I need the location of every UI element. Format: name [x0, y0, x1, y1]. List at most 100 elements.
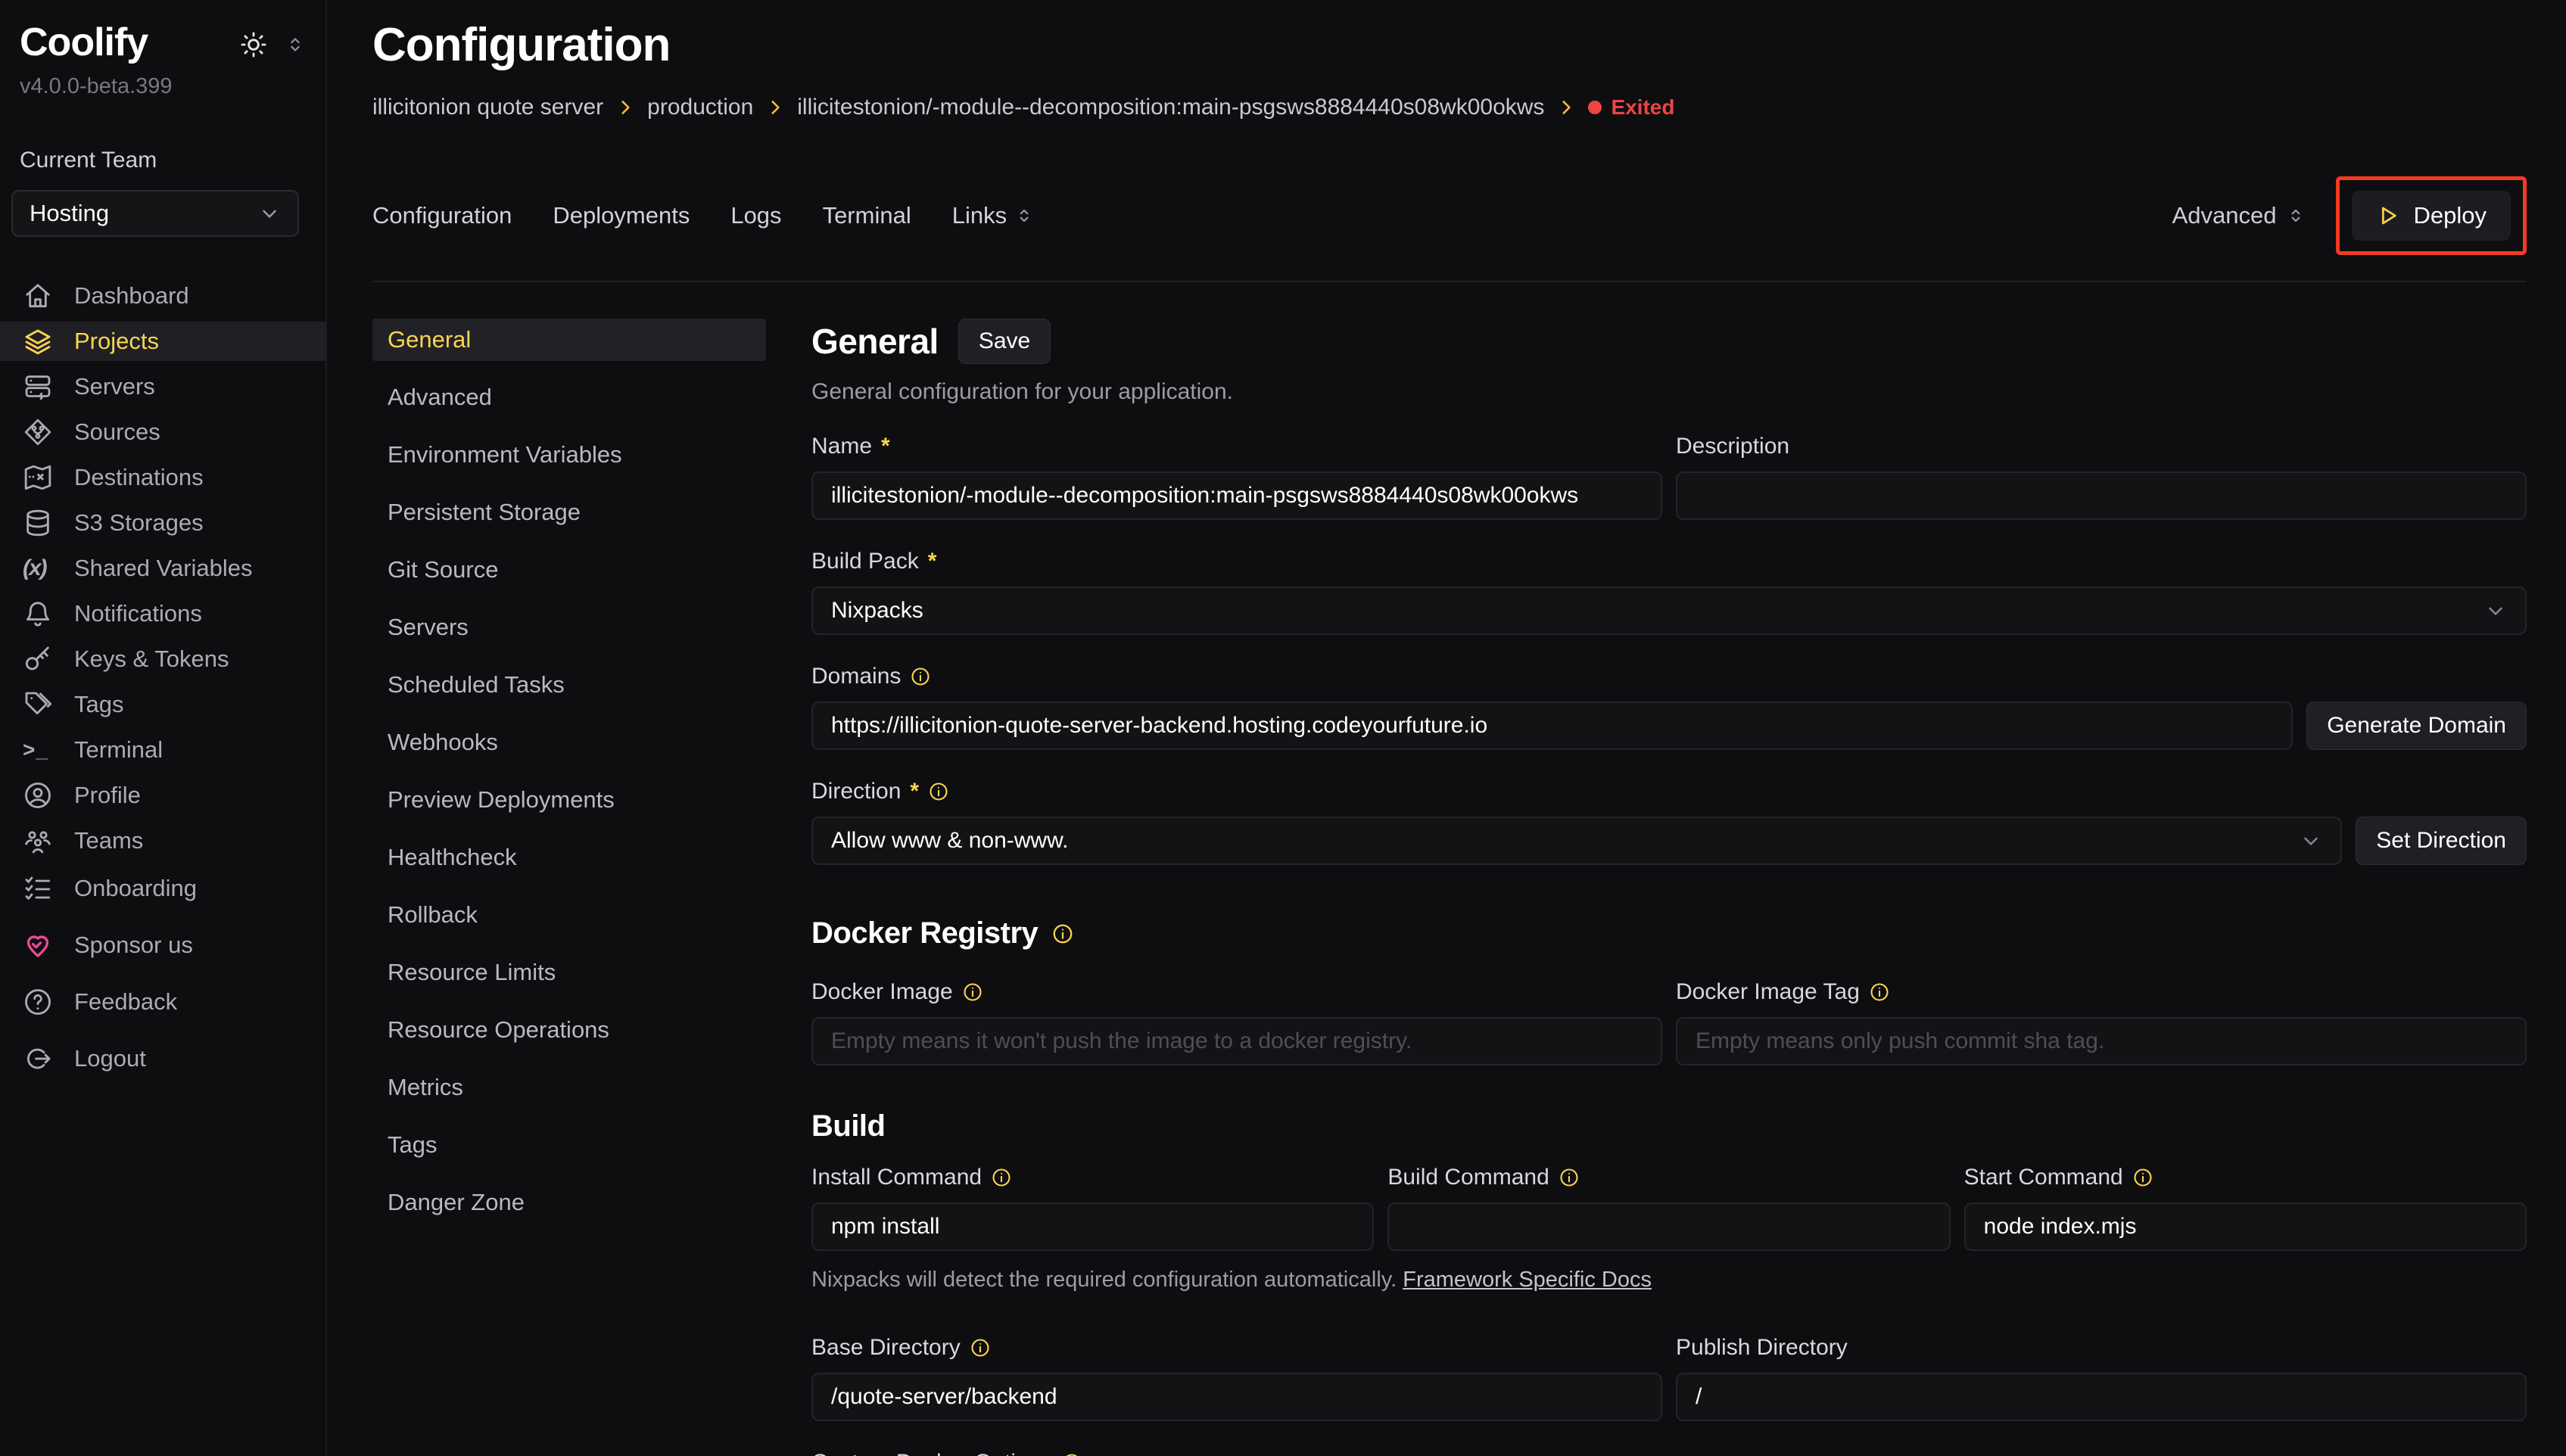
set-direction-button[interactable]: Set Direction — [2356, 817, 2527, 865]
tab-links[interactable]: Links — [952, 202, 1034, 229]
required-asterisk: * — [927, 549, 937, 574]
layers-icon — [23, 326, 53, 356]
generate-domain-button[interactable]: Generate Domain — [2306, 702, 2527, 750]
info-icon[interactable] — [2132, 1167, 2153, 1188]
sidebar-item-projects[interactable]: Projects — [0, 322, 325, 361]
current-team-label: Current Team — [20, 148, 157, 173]
theme-toggle-sun-icon[interactable] — [239, 30, 268, 59]
sidebar-item-tags[interactable]: Tags — [0, 685, 325, 724]
build-pack-value: Nixpacks — [831, 598, 923, 623]
subnav-item-scheduled-tasks[interactable]: Scheduled Tasks — [388, 671, 565, 698]
start-command-input[interactable] — [1963, 1202, 2527, 1251]
info-icon[interactable] — [962, 982, 983, 1003]
subnav-item-danger-zone[interactable]: Danger Zone — [388, 1189, 525, 1215]
heart-icon — [23, 930, 53, 960]
subnav-item-servers[interactable]: Servers — [388, 614, 469, 640]
app-version: v4.0.0-beta.399 — [20, 74, 173, 98]
subnav-item-advanced[interactable]: Advanced — [388, 384, 492, 410]
tab-configuration[interactable]: Configuration — [372, 202, 512, 229]
tab-logs[interactable]: Logs — [730, 202, 782, 229]
advanced-dropdown[interactable]: Advanced — [2172, 202, 2306, 229]
bell-icon — [23, 599, 53, 629]
base-directory-input[interactable] — [811, 1373, 1662, 1421]
general-form: General Save General configuration for y… — [811, 319, 2527, 1456]
nixpacks-note-text: Nixpacks will detect the required config… — [811, 1268, 1397, 1292]
info-icon[interactable] — [1869, 982, 1890, 1003]
sidebar-item-label: Tags — [74, 691, 124, 717]
info-icon[interactable] — [1051, 922, 1074, 945]
subnav-item-resource-limits[interactable]: Resource Limits — [388, 959, 556, 985]
subnav-item-webhooks[interactable]: Webhooks — [388, 729, 498, 755]
sidebar-item-label: Sources — [74, 418, 160, 445]
page-title: Configuration — [372, 19, 671, 71]
name-input[interactable] — [811, 471, 1662, 520]
sidebar-item-label: Servers — [74, 373, 155, 400]
checklist-icon — [23, 873, 53, 904]
sidebar-item-notifications[interactable]: Notifications — [0, 594, 325, 633]
publish-directory-input[interactable] — [1676, 1373, 2527, 1421]
sidebar-item-sponsor-us[interactable]: Sponsor us — [0, 923, 325, 967]
sidebar-item-destinations[interactable]: Destinations — [0, 458, 325, 497]
info-icon[interactable] — [910, 666, 931, 687]
info-icon[interactable] — [1061, 1452, 1082, 1456]
deploy-button[interactable]: Deploy — [2351, 191, 2511, 241]
sidebar-item-label: Keys & Tokens — [74, 646, 229, 672]
info-icon[interactable] — [928, 781, 949, 802]
theme-unfold-icon[interactable] — [285, 34, 306, 55]
description-input[interactable] — [1676, 471, 2527, 520]
required-asterisk: * — [910, 779, 920, 804]
chevron-right-icon — [765, 98, 785, 117]
sidebar-item-label: Profile — [74, 782, 141, 808]
sidebar-item-servers[interactable]: Servers — [0, 367, 325, 406]
sidebar-item-shared-variables[interactable]: (x) Shared Variables — [0, 549, 325, 588]
build-pack-select[interactable]: Nixpacks — [811, 586, 2527, 635]
chevron-down-icon — [2484, 599, 2507, 622]
sidebar-item-sources[interactable]: Sources — [0, 412, 325, 452]
tab-terminal[interactable]: Terminal — [822, 202, 911, 229]
deploy-button-label: Deploy — [2413, 202, 2487, 229]
docker-image-tag-input[interactable] — [1676, 1017, 2527, 1066]
build-command-input[interactable] — [1387, 1202, 1951, 1251]
subnav-item-metrics[interactable]: Metrics — [388, 1074, 463, 1100]
subnav-item-persistent-storage[interactable]: Persistent Storage — [388, 499, 581, 525]
tab-deployments[interactable]: Deployments — [553, 202, 690, 229]
subnav-item-rollback[interactable]: Rollback — [388, 901, 478, 928]
sidebar-item-onboarding[interactable]: Onboarding — [0, 866, 325, 910]
sidebar-item-s3-storages[interactable]: S3 Storages — [0, 503, 325, 543]
user-icon — [23, 780, 53, 810]
direction-select[interactable]: Allow www & non-www. — [811, 817, 2343, 865]
save-button[interactable]: Save — [958, 319, 1051, 364]
info-icon[interactable] — [991, 1167, 1012, 1188]
sidebar-item-feedback[interactable]: Feedback — [0, 980, 325, 1024]
sidebar-item-keys-tokens[interactable]: Keys & Tokens — [0, 639, 325, 679]
info-icon[interactable] — [970, 1337, 991, 1358]
subnav-item-environment-variables[interactable]: Environment Variables — [388, 441, 622, 468]
info-icon[interactable] — [1559, 1167, 1580, 1188]
sidebar-item-dashboard[interactable]: Dashboard — [0, 276, 325, 316]
domains-input[interactable] — [811, 702, 2294, 750]
subnav-item-resource-operations[interactable]: Resource Operations — [388, 1016, 609, 1043]
subnav-item-git-source[interactable]: Git Source — [388, 556, 499, 583]
sidebar-item-label: S3 Storages — [74, 509, 204, 536]
sidebar-item-profile[interactable]: Profile — [0, 776, 325, 815]
tabs: Configuration Deployments Logs Terminal … — [372, 202, 1034, 229]
sidebar-item-logout[interactable]: Logout — [0, 1037, 325, 1081]
docker-image-input[interactable] — [811, 1017, 1662, 1066]
sidebar-item-teams[interactable]: Teams — [0, 821, 325, 860]
subnav-item-preview-deployments[interactable]: Preview Deployments — [388, 786, 615, 813]
advanced-label: Advanced — [2172, 202, 2277, 229]
breadcrumb-project[interactable]: illicitonion quote server — [372, 95, 604, 120]
framework-docs-link[interactable]: Framework Specific Docs — [1403, 1268, 1652, 1292]
breadcrumb-environment[interactable]: production — [647, 95, 754, 120]
docker-image-tag-label: Docker Image Tag — [1676, 979, 1860, 1004]
subnav-item-healthcheck[interactable]: Healthcheck — [388, 844, 517, 870]
subnav-item-general[interactable]: General — [372, 319, 766, 361]
sidebar-item-terminal[interactable]: >_ Terminal — [0, 730, 325, 770]
subnav-item-tags[interactable]: Tags — [388, 1131, 438, 1158]
install-command-input[interactable] — [811, 1202, 1375, 1251]
breadcrumb-application[interactable]: illicitestonion/-module--decomposition:m… — [797, 95, 1545, 120]
help-icon — [23, 987, 53, 1017]
direction-label: Direction — [811, 779, 902, 804]
team-select[interactable]: Hosting — [11, 190, 299, 237]
